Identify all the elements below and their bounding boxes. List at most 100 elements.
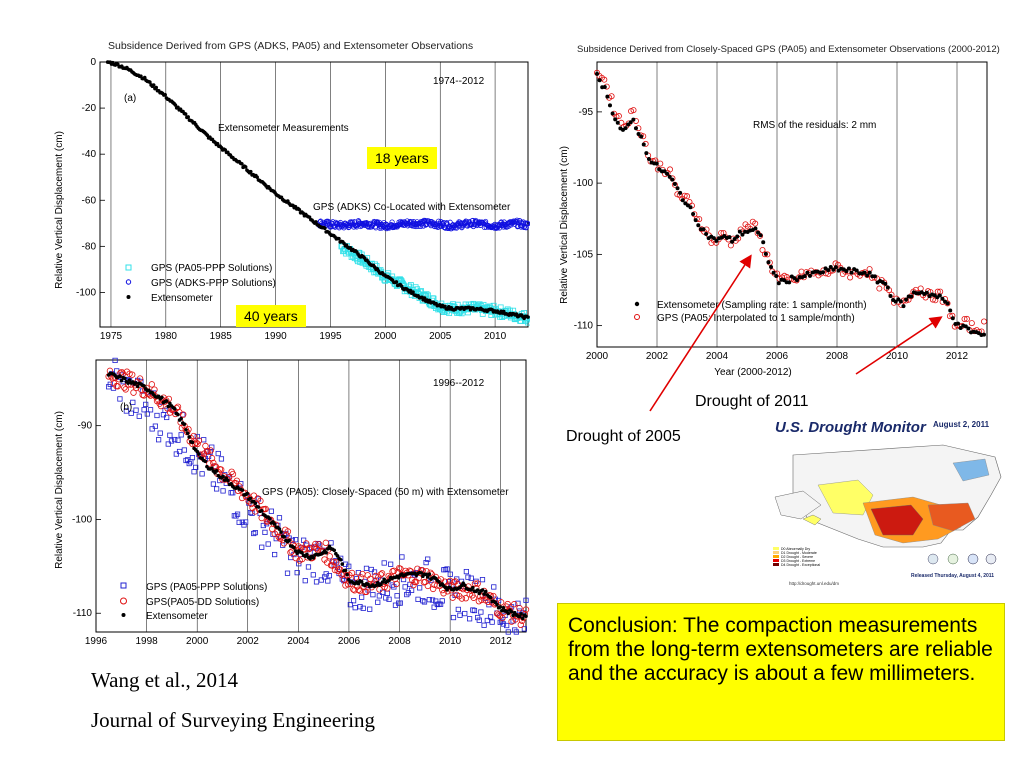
data-point-ppp — [260, 522, 266, 529]
data-point-ppp — [296, 561, 302, 567]
data-point-extensometer — [314, 220, 318, 224]
period-label-a: 1974--2012 — [433, 76, 485, 87]
data-point-ppp — [193, 464, 199, 470]
data-point-extensometer — [173, 103, 178, 107]
data-point-extensometer — [495, 602, 499, 607]
data-point-extensometer — [248, 169, 253, 174]
y-tick-label: -60 — [82, 195, 97, 206]
data-point-extensometer — [787, 280, 792, 285]
data-point-extensometer — [394, 280, 399, 284]
data-point-dd — [251, 508, 259, 515]
y-tick-label: -40 — [82, 149, 97, 160]
data-point-extensometer — [287, 538, 291, 543]
monitor-date: August 2, 2011 — [933, 420, 990, 429]
data-point-ppp — [189, 455, 196, 461]
data-point-extensometer — [831, 267, 836, 272]
data-point-ppp — [446, 579, 452, 585]
data-point-extensometer — [805, 270, 810, 275]
data-point-dd — [343, 572, 350, 579]
data-point-dd — [208, 455, 216, 462]
data-point-dd — [390, 567, 398, 575]
data-point-extensometer — [774, 274, 779, 279]
data-point-extensometer — [958, 325, 963, 330]
data-point-dd — [344, 581, 352, 588]
data-point-extensometer — [854, 268, 859, 273]
data-point-ppp — [478, 609, 484, 615]
data-point-extensometer — [292, 545, 296, 550]
data-point-gps — [615, 113, 622, 120]
data-point-ppp — [194, 433, 200, 440]
data-point-ppp — [376, 593, 382, 599]
legend-b: GPS (PA05-PPP Solutions) GPS(PA05-DD Sol… — [120, 582, 267, 622]
legend-item-ext-c: Extensometer (Sampling rate: 1 sample/mo… — [657, 300, 867, 311]
y-tick-label: 0 — [90, 57, 96, 68]
data-point-dd — [470, 594, 477, 601]
usda-logo-icon — [927, 553, 939, 565]
data-point-extensometer — [670, 177, 675, 182]
data-point-ppp — [175, 437, 181, 443]
data-point-dd — [393, 580, 400, 588]
x-tick-label: 1996 — [85, 636, 108, 647]
data-point-ppp — [292, 537, 299, 543]
data-point-ppp — [402, 584, 408, 590]
data-point-ppp — [367, 606, 373, 612]
data-point-extensometer — [672, 182, 677, 187]
data-point-dd — [229, 470, 237, 478]
citation-journal: Journal of Surveying Engineering — [91, 708, 376, 732]
x-tick-label: 2010 — [439, 636, 462, 647]
annotation-gps-adks: GPS (ADKS) Co-Located with Extensometer — [313, 202, 511, 213]
data-point-gps — [667, 166, 674, 173]
data-point-ppp — [499, 618, 505, 624]
data-point-extensometer — [340, 562, 345, 566]
data-point-ppp — [239, 519, 245, 525]
data-point-extensometer — [185, 431, 190, 436]
x-tick-label: 1998 — [135, 636, 158, 647]
data-point-extensometer — [182, 422, 187, 427]
data-point-ppp — [183, 457, 189, 464]
data-point-extensometer — [164, 399, 169, 403]
data-point-ppp — [481, 622, 487, 628]
data-point-extensometer — [471, 585, 475, 590]
data-point-extensometer — [639, 134, 644, 139]
x-axis-label-c: Year (2000-2012) — [714, 367, 791, 378]
data-point-dd — [478, 596, 485, 604]
data-point-ppp — [218, 456, 225, 462]
data-point-ppp — [423, 560, 429, 566]
data-point-pa05 — [423, 291, 430, 298]
data-point-extensometer — [160, 395, 164, 400]
data-point-gps — [847, 274, 854, 281]
data-point-ppp — [276, 515, 283, 521]
plot-area-c: 2000 2002 2004 2006 2008 2010 2012 -95 -100 -105 -… — [573, 61, 988, 362]
data-point-ppp — [355, 569, 362, 576]
chart-title-c: Subsidence Derived from Closely-Spaced G… — [577, 44, 1000, 55]
data-point-extensometer — [761, 240, 766, 245]
data-point-ppp — [294, 570, 300, 576]
data-point-extensometer — [828, 265, 833, 270]
x-tick-label: 2000 — [186, 636, 209, 647]
data-point-extensometer — [345, 572, 349, 577]
data-point-extensometer — [197, 452, 201, 456]
label-18-years: 18 years — [367, 147, 437, 169]
data-point-extensometer — [187, 435, 192, 439]
x-tick-label: 2000 — [374, 331, 397, 342]
data-point-ppp — [521, 626, 527, 632]
data-point-extensometer — [203, 459, 208, 464]
data-point-extensometer — [427, 572, 432, 577]
monitor-legend-d3: D3 Drought - Extreme — [781, 559, 815, 563]
data-point-ppp — [234, 511, 241, 517]
data-point-extensometer — [323, 226, 327, 231]
data-point-extensometer — [945, 301, 950, 306]
chart-panel-b: Relative Vertical Displacement (cm) 1996… — [54, 357, 530, 647]
data-point-dd — [122, 386, 129, 393]
data-point-extensometer — [300, 551, 304, 555]
data-point-extensometer — [462, 583, 467, 588]
data-point-ppp — [415, 596, 421, 602]
data-point-ppp — [462, 610, 468, 617]
data-point-ppp — [181, 447, 187, 453]
drought-southeast — [927, 502, 976, 532]
us-map: D0 Abnormally Dry D1 Drought - Moderate … — [773, 444, 1002, 586]
data-point-ppp — [186, 460, 192, 467]
data-point-ppp — [178, 432, 184, 438]
data-point-ppp — [437, 601, 444, 607]
